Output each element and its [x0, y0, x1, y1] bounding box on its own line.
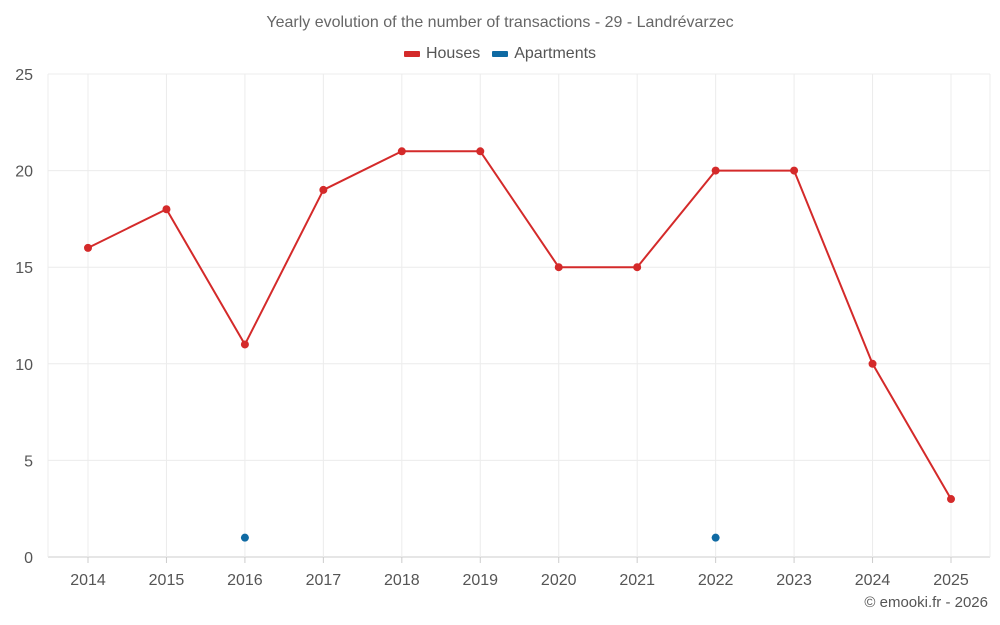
chart-title: Yearly evolution of the number of transa…	[266, 14, 734, 31]
x-tick-label: 2021	[619, 572, 655, 589]
legend-item-apartments[interactable]: Apartments	[492, 45, 596, 63]
data-point-houses	[790, 166, 799, 175]
y-tick-label: 25	[15, 67, 33, 84]
x-tick-label: 2018	[384, 572, 420, 589]
data-point-houses	[947, 495, 955, 504]
y-tick-label: 10	[15, 357, 33, 374]
legend-item-houses[interactable]: Houses	[403, 45, 481, 63]
data-point-houses	[162, 205, 171, 214]
data-point-houses	[554, 263, 563, 272]
data-point-houses	[476, 147, 485, 156]
x-tick-label: 2017	[306, 572, 342, 589]
x-tick-label: 2019	[462, 572, 498, 589]
x-tick-label: 2014	[70, 572, 106, 589]
series-line-houses	[87, 150, 952, 500]
y-tick-label: 20	[15, 164, 33, 181]
y-tick-label: 5	[24, 453, 33, 470]
credit-text: © emooki.fr - 2026	[864, 594, 988, 611]
legend-swatch-apartments	[492, 51, 509, 57]
data-point-houses	[633, 263, 642, 272]
x-tick-label: 2020	[541, 572, 577, 589]
data-point-apartments	[240, 533, 249, 542]
x-tick-label: 2025	[933, 572, 969, 589]
legend-label-houses: Houses	[425, 45, 481, 62]
x-tick-label: 2023	[776, 572, 812, 589]
data-point-houses	[711, 166, 720, 175]
data-point-houses	[84, 243, 92, 252]
data-point-houses	[868, 359, 877, 368]
legend: Houses Apartments	[0, 45, 1000, 63]
data-point-houses	[240, 340, 249, 349]
x-tick-label: 2015	[149, 572, 185, 589]
x-tick-label: 2024	[855, 572, 891, 589]
data-point-houses	[397, 147, 406, 156]
legend-swatch-houses	[403, 51, 420, 57]
legend-label-apartments: Apartments	[514, 45, 597, 62]
x-tick-label: 2016	[227, 572, 263, 589]
y-tick-label: 0	[24, 550, 33, 567]
y-tick-label: 15	[15, 260, 33, 277]
x-tick-label: 2022	[698, 572, 734, 589]
data-point-houses	[319, 185, 328, 194]
data-point-apartments	[711, 533, 720, 542]
